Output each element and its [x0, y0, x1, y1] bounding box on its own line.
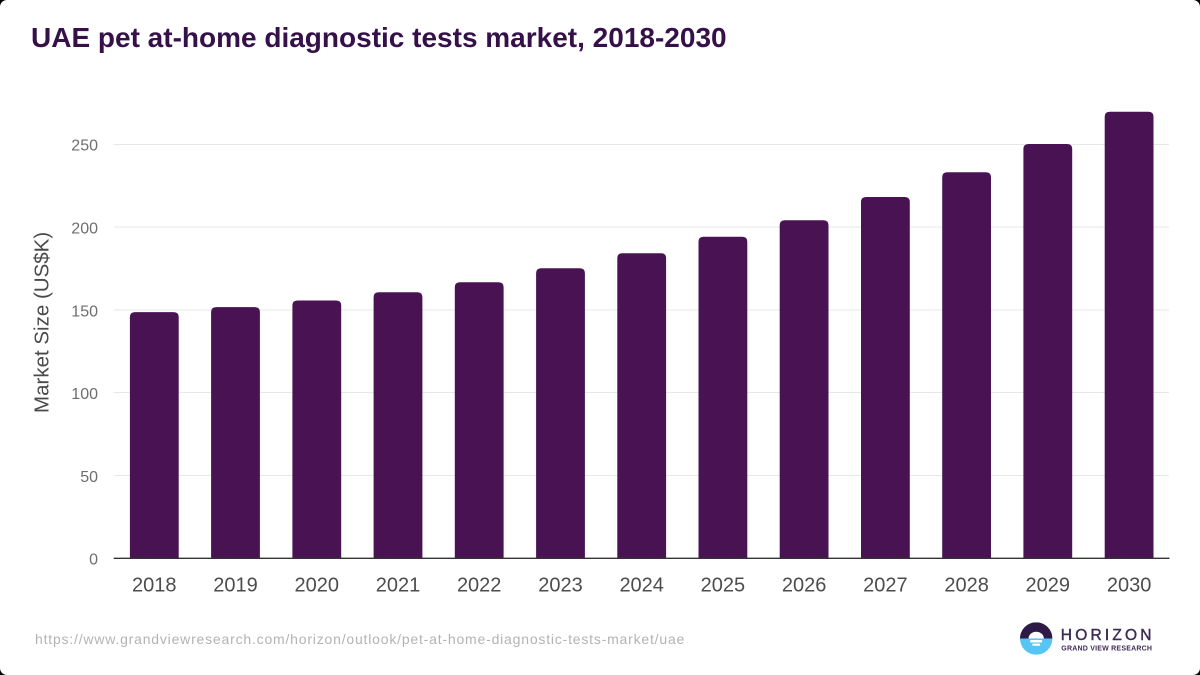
svg-text:2027: 2027 [863, 575, 908, 597]
svg-text:2020: 2020 [295, 575, 340, 597]
svg-text:2025: 2025 [701, 575, 746, 597]
svg-text:50: 50 [80, 469, 98, 486]
svg-text:Market Size (US$K): Market Size (US$K) [31, 232, 54, 413]
svg-text:2019: 2019 [213, 575, 258, 597]
svg-text:2029: 2029 [1026, 575, 1071, 597]
svg-text:2030: 2030 [1107, 575, 1152, 597]
svg-text:100: 100 [71, 386, 98, 403]
svg-text:2022: 2022 [457, 575, 502, 597]
svg-text:2026: 2026 [782, 575, 827, 597]
svg-text:2024: 2024 [619, 575, 664, 597]
svg-text:0: 0 [89, 552, 98, 569]
svg-text:2028: 2028 [944, 575, 989, 597]
svg-text:200: 200 [71, 221, 98, 238]
svg-text:2021: 2021 [376, 575, 421, 597]
svg-text:https://www.grandviewresearch.: https://www.grandviewresearch.com/horizo… [35, 631, 685, 647]
svg-text:2018: 2018 [132, 575, 177, 597]
svg-text:GRAND VIEW RESEARCH: GRAND VIEW RESEARCH [1061, 646, 1152, 653]
svg-text:2023: 2023 [538, 575, 583, 597]
svg-text:150: 150 [71, 303, 98, 320]
svg-text:HORIZON: HORIZON [1061, 627, 1155, 644]
svg-text:UAE pet at-home diagnostic tes: UAE pet at-home diagnostic tests market,… [31, 22, 727, 53]
svg-text:250: 250 [71, 138, 98, 155]
